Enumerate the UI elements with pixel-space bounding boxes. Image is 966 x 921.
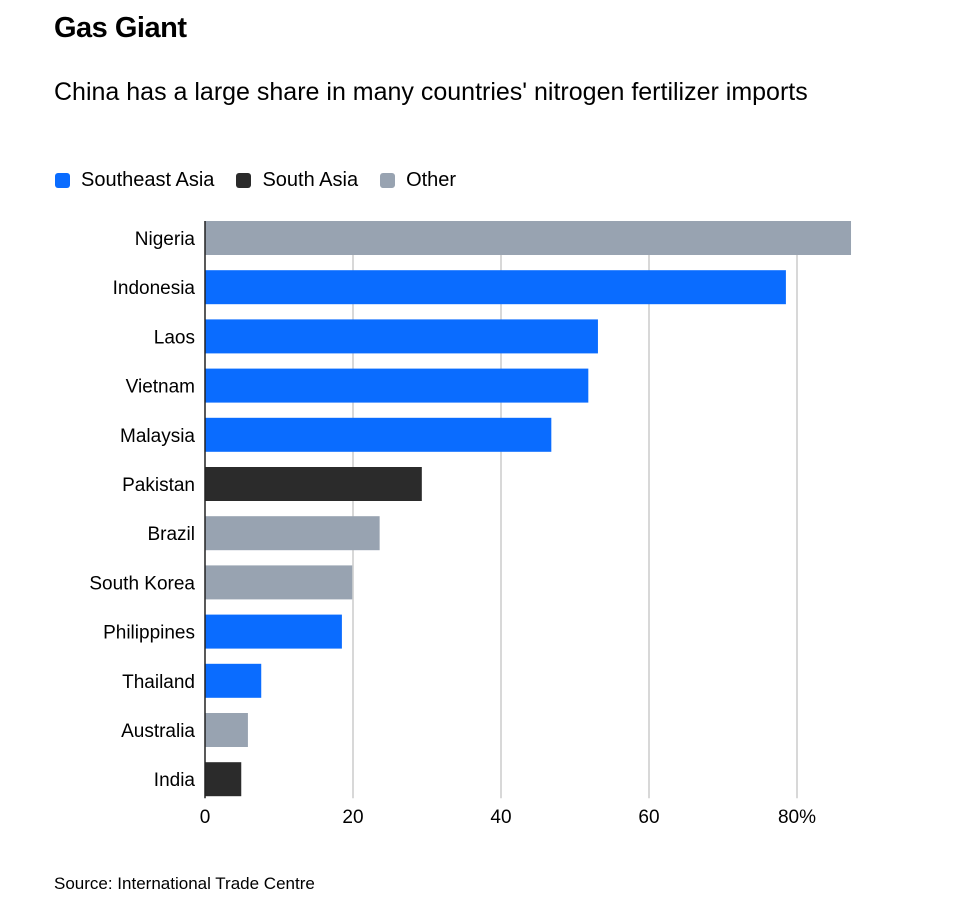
- legend-swatch: [55, 173, 70, 188]
- category-label: India: [154, 770, 196, 791]
- legend: Southeast Asia South Asia Other: [55, 169, 456, 192]
- category-label: Laos: [154, 327, 195, 348]
- category-label: Nigeria: [135, 229, 196, 250]
- legend-label: Other: [406, 169, 457, 191]
- legend-label: South Asia: [262, 169, 359, 191]
- legend-label: Southeast Asia: [81, 169, 215, 191]
- bar-philippines: [205, 614, 342, 649]
- chart-title: Gas Giant: [54, 12, 187, 44]
- bar-laos: [205, 319, 598, 354]
- category-label: Brazil: [147, 524, 195, 545]
- source-note: Source: International Trade Centre: [54, 874, 315, 893]
- bar-australia: [205, 713, 248, 747]
- category-label: Australia: [121, 721, 195, 742]
- category-label: Philippines: [103, 623, 195, 644]
- category-label: Thailand: [122, 672, 195, 693]
- chart-subtitle: China has a large share in many countrie…: [54, 78, 808, 106]
- category-label: Indonesia: [113, 278, 196, 299]
- bar-thailand: [205, 663, 262, 698]
- bar-vietnam: [205, 368, 589, 403]
- bar-malaysia: [205, 417, 552, 452]
- legend-item-other: Other: [380, 169, 456, 192]
- bar-south-korea: [205, 565, 353, 600]
- legend-swatch: [380, 173, 396, 188]
- x-tick-label: 80%: [778, 807, 816, 828]
- legend-item-southeast-asia: Southeast Asia: [55, 169, 214, 192]
- x-tick-label: 60: [638, 807, 659, 828]
- legend-item-south-asia: South Asia: [236, 169, 358, 192]
- category-label: Pakistan: [122, 475, 195, 496]
- bar-india: [205, 762, 242, 797]
- legend-swatch: [236, 173, 252, 188]
- category-label: Malaysia: [120, 426, 195, 447]
- category-label: Vietnam: [126, 377, 195, 398]
- bar-pakistan: [205, 467, 422, 501]
- x-tick-label: 40: [490, 807, 511, 828]
- x-tick-label: 20: [342, 807, 363, 828]
- bar-indonesia: [205, 270, 786, 305]
- category-label: South Korea: [89, 573, 195, 594]
- x-tick-label: 0: [200, 807, 211, 828]
- bar-nigeria: [205, 221, 852, 255]
- bar-brazil: [205, 516, 380, 551]
